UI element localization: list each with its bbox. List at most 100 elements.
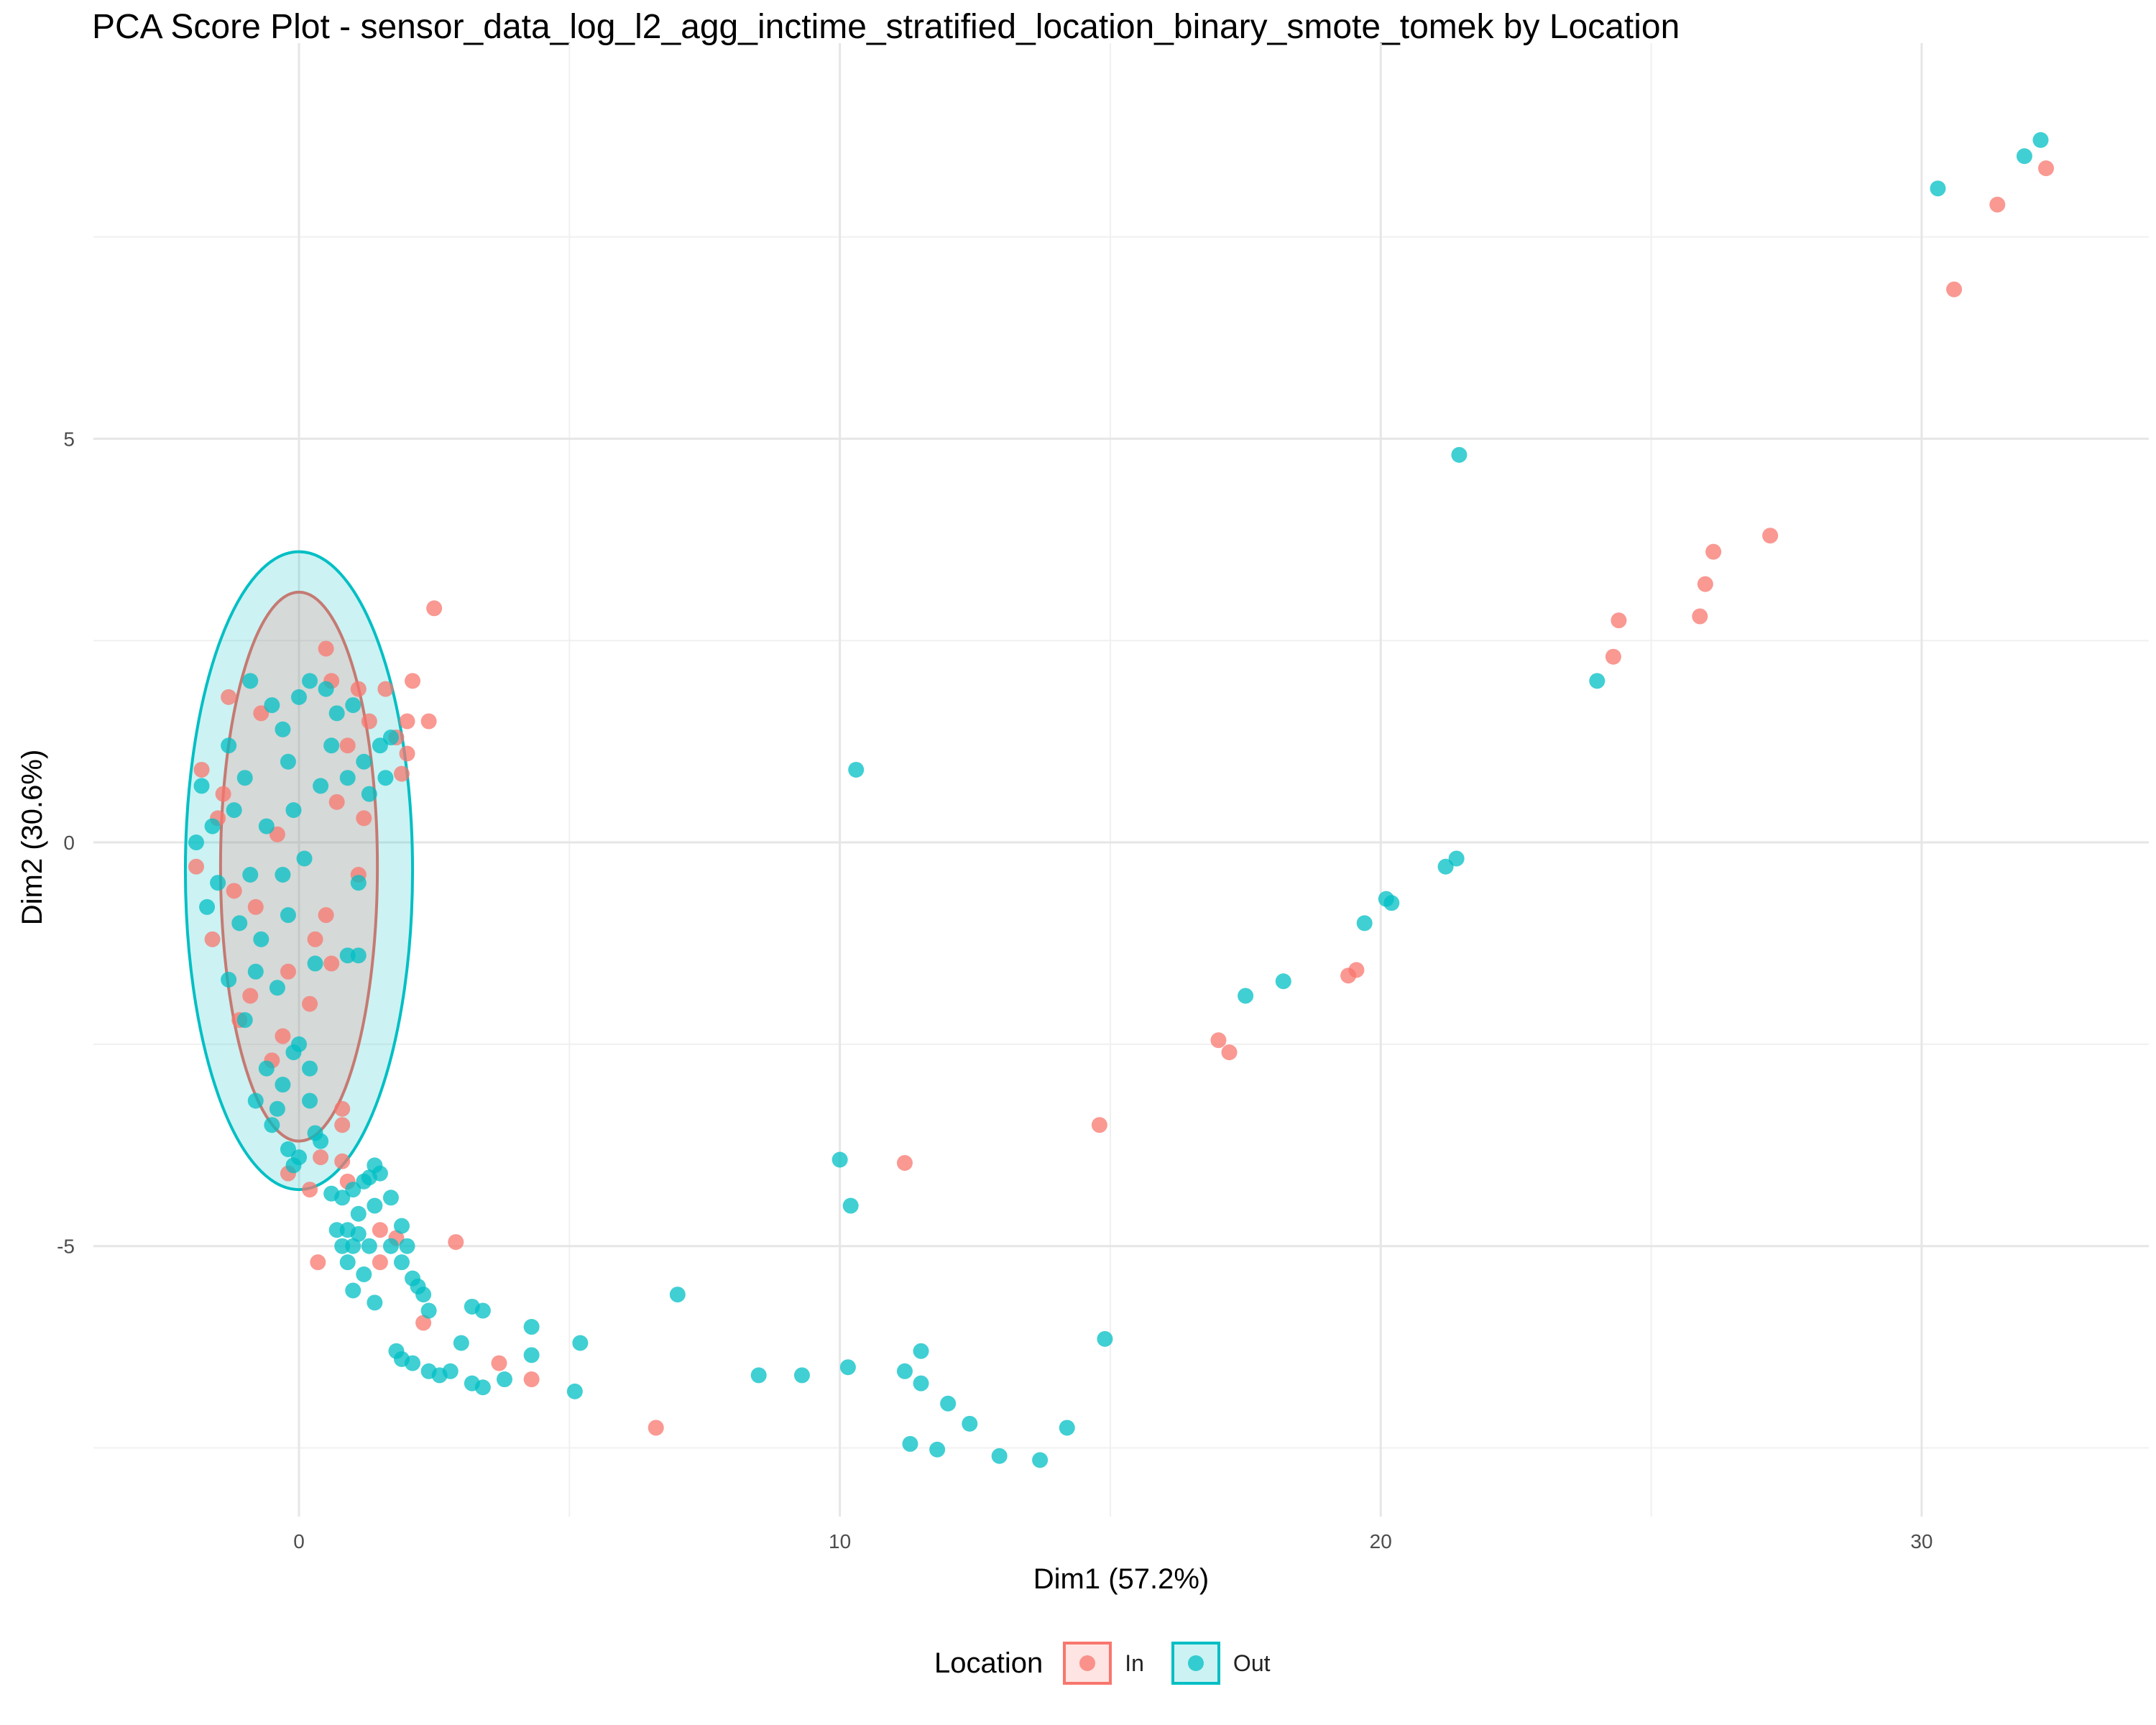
point-in xyxy=(415,1315,432,1331)
point-in xyxy=(310,1254,326,1271)
legend-key-in xyxy=(1063,1642,1112,1685)
point-out xyxy=(350,947,367,964)
point-in xyxy=(188,858,204,875)
point-out xyxy=(313,778,329,794)
point-out xyxy=(382,730,399,746)
point-out xyxy=(280,1141,296,1157)
point-out xyxy=(226,802,242,819)
point-in xyxy=(193,761,210,778)
point-in xyxy=(1221,1044,1238,1061)
legend-dot-in xyxy=(1079,1655,1096,1671)
point-out xyxy=(339,947,356,964)
point-out xyxy=(1437,858,1454,875)
point-out xyxy=(339,1222,356,1238)
point-out xyxy=(367,1197,383,1214)
point-out xyxy=(345,1182,361,1198)
point-out xyxy=(291,1036,307,1052)
point-out xyxy=(361,1238,377,1254)
x-axis-title: Dim1 (57.2%) xyxy=(1033,1563,1210,1595)
y-tick-label: 5 xyxy=(63,428,75,450)
point-out xyxy=(356,753,372,770)
point-in xyxy=(1605,648,1621,665)
point-out xyxy=(339,1254,356,1271)
point-out xyxy=(356,1266,372,1283)
point-in xyxy=(523,1371,540,1388)
point-in xyxy=(280,963,296,980)
point-out xyxy=(382,1190,399,1206)
point-out xyxy=(258,1060,275,1077)
point-in xyxy=(318,640,334,657)
point-out xyxy=(339,770,356,786)
point-out xyxy=(1097,1330,1113,1347)
point-in xyxy=(399,713,415,730)
point-out xyxy=(302,1092,318,1109)
point-out xyxy=(345,1238,361,1254)
point-out xyxy=(242,866,259,883)
point-in xyxy=(307,931,323,947)
point-out xyxy=(2032,132,2049,148)
point-out xyxy=(231,915,248,932)
point-out xyxy=(280,907,296,924)
point-out xyxy=(1059,1420,1075,1436)
point-out xyxy=(523,1319,540,1335)
point-out xyxy=(247,963,264,980)
point-in xyxy=(1697,576,1713,592)
point-out xyxy=(442,1363,459,1379)
point-in xyxy=(356,810,372,827)
point-out xyxy=(361,786,377,802)
point-out xyxy=(896,1363,913,1379)
point-out xyxy=(328,1222,345,1238)
legend-label-in: In xyxy=(1125,1650,1144,1676)
point-in xyxy=(221,689,237,705)
point-out xyxy=(394,1254,410,1271)
point-in xyxy=(323,955,340,972)
x-tick-label: 0 xyxy=(293,1530,305,1552)
point-in xyxy=(302,1182,318,1198)
scatter-points xyxy=(188,132,2054,1468)
point-in xyxy=(896,1155,913,1171)
minor-gridlines xyxy=(93,43,2149,1517)
point-out xyxy=(405,1270,421,1287)
point-out xyxy=(399,1238,415,1254)
point-in xyxy=(1611,612,1627,629)
point-out xyxy=(913,1375,929,1392)
point-out xyxy=(929,1441,946,1458)
point-in xyxy=(334,1153,351,1169)
point-out xyxy=(328,705,345,722)
point-out xyxy=(236,1012,253,1029)
point-in xyxy=(269,826,285,842)
point-out xyxy=(453,1335,469,1351)
point-in xyxy=(339,737,356,754)
point-out xyxy=(1930,180,1946,197)
point-out xyxy=(350,875,367,891)
point-out xyxy=(420,1302,437,1319)
point-out xyxy=(991,1448,1008,1464)
point-out xyxy=(264,697,280,714)
point-in xyxy=(426,600,443,617)
point-out xyxy=(345,697,361,714)
x-tick-label: 30 xyxy=(1910,1530,1932,1552)
point-out xyxy=(313,1133,329,1149)
point-out xyxy=(566,1383,583,1399)
point-in xyxy=(361,713,377,730)
legend-dot-out xyxy=(1187,1655,1204,1671)
x-axis-tick-labels: 0 10 20 30 xyxy=(293,1530,1932,1552)
point-out xyxy=(1238,988,1254,1004)
major-gridlines xyxy=(93,43,2149,1517)
point-in xyxy=(334,1100,351,1117)
ellipse-in xyxy=(218,590,379,1143)
point-in xyxy=(399,745,415,762)
point-out xyxy=(367,1294,383,1311)
point-out xyxy=(302,673,318,689)
point-in xyxy=(648,1420,664,1436)
point-in xyxy=(253,705,270,722)
point-out xyxy=(269,980,285,996)
point-out xyxy=(242,673,259,689)
point-out xyxy=(221,737,237,754)
point-in xyxy=(350,681,367,697)
point-out xyxy=(318,681,334,697)
point-out xyxy=(361,1169,377,1186)
legend: Location In Out xyxy=(934,1642,1285,1685)
point-in xyxy=(242,988,259,1004)
